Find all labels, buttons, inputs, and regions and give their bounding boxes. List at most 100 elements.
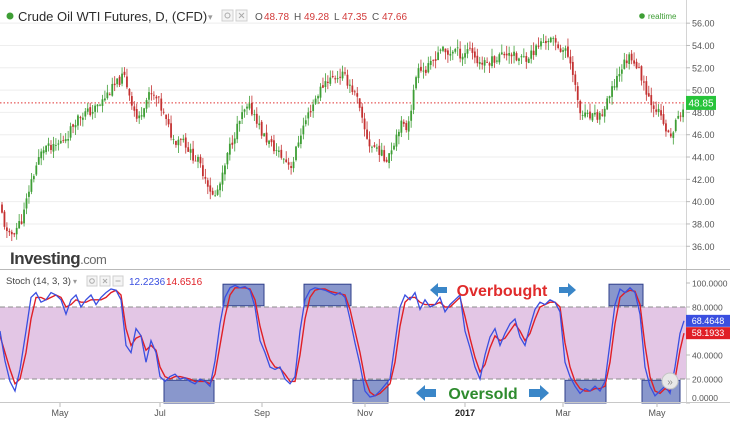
candle[interactable] [52, 136, 55, 159]
candle[interactable] [527, 57, 530, 64]
candle[interactable] [586, 109, 589, 118]
candle[interactable] [638, 62, 640, 69]
candle[interactable] [491, 48, 493, 69]
candle[interactable] [238, 120, 241, 132]
candle[interactable] [55, 138, 57, 151]
candle[interactable] [645, 76, 648, 101]
candle[interactable] [366, 121, 368, 140]
candle[interactable] [6, 222, 8, 239]
candle[interactable] [640, 65, 643, 86]
candle[interactable] [236, 115, 239, 144]
candle[interactable] [189, 143, 192, 161]
candle[interactable] [67, 130, 70, 149]
candle[interactable] [194, 155, 197, 162]
candle[interactable] [373, 142, 376, 148]
candle[interactable] [633, 52, 635, 67]
candle[interactable] [647, 85, 650, 97]
candle[interactable] [616, 68, 618, 91]
candle[interactable] [672, 130, 675, 145]
candle[interactable] [439, 48, 442, 54]
candle[interactable] [74, 119, 77, 136]
candle[interactable] [679, 112, 682, 122]
candle[interactable] [28, 185, 30, 204]
candle[interactable] [192, 140, 194, 164]
candle[interactable] [434, 51, 437, 69]
candle[interactable] [346, 69, 349, 89]
candle[interactable] [447, 48, 449, 63]
candle[interactable] [167, 113, 170, 128]
candle[interactable] [140, 107, 143, 120]
candle[interactable] [564, 45, 567, 59]
candle[interactable] [1, 202, 3, 214]
candle[interactable] [542, 34, 545, 43]
candle[interactable] [324, 73, 327, 93]
candle[interactable] [138, 111, 141, 124]
candle[interactable] [388, 153, 390, 169]
candle[interactable] [469, 41, 471, 51]
scroll-to-latest-icon[interactable]: » [661, 372, 679, 390]
candle[interactable] [99, 103, 101, 107]
candle[interactable] [121, 67, 123, 87]
candle[interactable] [444, 48, 447, 60]
candle[interactable] [35, 162, 38, 177]
candle[interactable] [170, 115, 172, 141]
candle[interactable] [187, 141, 190, 152]
candle[interactable] [184, 133, 187, 154]
candle[interactable] [385, 157, 388, 163]
candle[interactable] [576, 82, 579, 108]
candle[interactable] [287, 157, 290, 170]
candle[interactable] [263, 132, 266, 137]
candle[interactable] [567, 38, 569, 59]
candle[interactable] [179, 138, 182, 146]
candle[interactable] [650, 87, 653, 113]
candles[interactable] [1, 34, 684, 242]
candle[interactable] [157, 96, 160, 104]
candle[interactable] [456, 39, 459, 56]
candle[interactable] [371, 145, 373, 153]
candle[interactable] [510, 52, 513, 64]
candle[interactable] [221, 165, 224, 192]
candle[interactable] [47, 137, 50, 152]
candle[interactable] [182, 134, 185, 143]
candle[interactable] [216, 185, 219, 196]
stoch-settings-icon[interactable] [86, 275, 98, 287]
candle[interactable] [329, 70, 332, 87]
candle[interactable] [248, 95, 251, 111]
candle[interactable] [45, 145, 47, 155]
candle[interactable] [424, 65, 427, 76]
candle[interactable] [537, 37, 540, 49]
candle[interactable] [549, 36, 552, 44]
candle[interactable] [535, 43, 537, 57]
candle[interactable] [579, 99, 582, 121]
candle[interactable] [255, 107, 258, 128]
candle[interactable] [667, 129, 670, 133]
candle[interactable] [116, 78, 119, 88]
candle[interactable] [591, 113, 594, 123]
candle[interactable] [530, 45, 533, 64]
candle[interactable] [407, 116, 410, 140]
candle[interactable] [309, 104, 312, 117]
candle[interactable] [233, 132, 236, 152]
candle[interactable] [150, 85, 153, 101]
candle[interactable] [23, 202, 25, 227]
candle[interactable] [15, 222, 18, 240]
candle[interactable] [476, 48, 479, 67]
candle[interactable] [608, 95, 611, 104]
candle[interactable] [148, 87, 150, 108]
candle[interactable] [295, 145, 297, 162]
candle[interactable] [515, 51, 518, 62]
candle[interactable] [20, 214, 23, 225]
candle[interactable] [84, 108, 87, 120]
candle[interactable] [326, 75, 329, 90]
stoch-dropdown-icon[interactable]: ▾ [73, 277, 77, 286]
candle[interactable] [466, 42, 469, 59]
candle[interactable] [302, 117, 305, 140]
candle[interactable] [145, 97, 148, 113]
candle[interactable] [500, 44, 503, 55]
candle[interactable] [268, 139, 270, 148]
candle[interactable] [314, 95, 317, 105]
candle[interactable] [224, 163, 226, 181]
candle[interactable] [282, 158, 285, 164]
candle[interactable] [42, 146, 45, 161]
candle[interactable] [349, 79, 351, 93]
